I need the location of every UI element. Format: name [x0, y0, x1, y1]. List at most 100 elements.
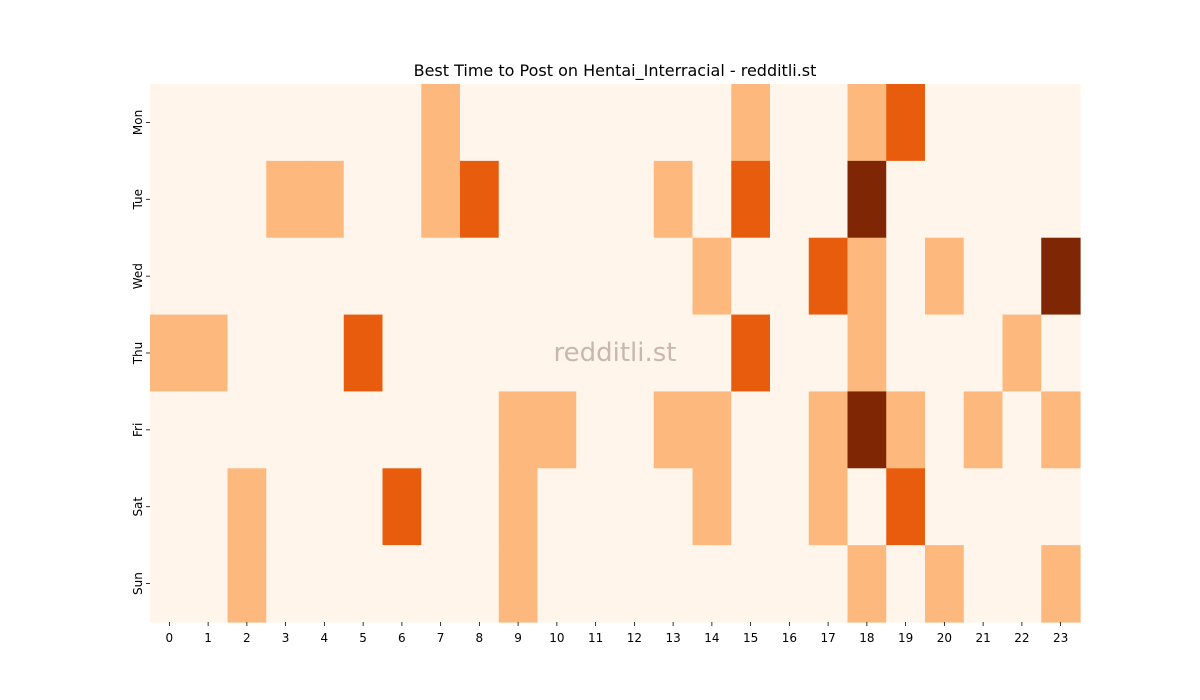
heatmap-cell-sat-15 — [731, 468, 771, 546]
heatmap-cell-wed-1 — [188, 237, 229, 316]
heatmap-cell-tue-21 — [963, 160, 1004, 239]
heatmap-cell-wed-13 — [653, 237, 694, 316]
x-axis: 0 1 2 3 4 5 6 7 8 9 10 11 12 13 14 15 16 17 18 19 20 21 22 23 — [166, 622, 1068, 645]
heatmap-cell-sat-6 — [382, 468, 422, 546]
x-tick-label: 12 — [627, 631, 642, 645]
y-tick-label: Sun — [131, 572, 145, 595]
heatmap-cell-sat-8 — [460, 468, 500, 546]
x-tick-label: 5 — [359, 631, 367, 645]
heatmap-cell-sat-22 — [1002, 468, 1042, 546]
heatmap-cell-tue-18 — [847, 160, 887, 239]
x-tick-label: 1 — [204, 631, 212, 645]
heatmap-cell-sat-10 — [537, 468, 577, 546]
heatmap-cell-fri-21 — [963, 391, 1004, 469]
x-tick-label: 19 — [898, 631, 913, 645]
x-tick-label: 16 — [782, 631, 797, 645]
heatmap-cell-tue-14 — [692, 160, 732, 239]
heatmap-cell-tue-5 — [343, 160, 384, 239]
heatmap-cell-thu-13 — [653, 314, 694, 393]
heatmap-cell-tue-11 — [576, 160, 616, 239]
x-tick-label: 8 — [476, 631, 484, 645]
heatmap-cell-mon-13 — [653, 84, 694, 162]
heatmap-cell-tue-20 — [925, 160, 965, 239]
heatmap-cell-tue-13 — [653, 160, 694, 239]
heatmap-cell-wed-22 — [1002, 237, 1042, 316]
heatmap-cell-fri-20 — [925, 391, 965, 469]
heatmap-cell-wed-17 — [808, 237, 849, 316]
heatmap-cell-fri-14 — [692, 391, 732, 469]
heatmap-cell-thu-4 — [305, 314, 345, 393]
heatmap-cell-wed-15 — [731, 237, 771, 316]
watermark: redditli.st — [554, 338, 677, 368]
x-tick-label: 14 — [704, 631, 719, 645]
heatmap-cell-sat-9 — [498, 468, 539, 546]
heatmap-cell-tue-0 — [150, 160, 190, 239]
heatmap-cell-thu-23 — [1041, 314, 1081, 393]
heatmap-cell-mon-17 — [808, 84, 849, 162]
heatmap-cell-mon-15 — [731, 84, 771, 162]
heatmap-cell-fri-6 — [382, 391, 422, 469]
heatmap-cell-thu-14 — [692, 314, 732, 393]
heatmap-cell-sat-23 — [1041, 468, 1081, 546]
heatmap-cell-thu-10 — [537, 314, 577, 393]
heatmap-cell-sun-17 — [808, 545, 849, 623]
heatmap-cell-fri-3 — [266, 391, 306, 469]
heatmap-cell-sun-13 — [653, 545, 694, 623]
heatmap-cell-wed-6 — [382, 237, 422, 316]
x-tick-label: 4 — [321, 631, 329, 645]
heatmap-cell-wed-21 — [963, 237, 1004, 316]
x-tick-label: 17 — [820, 631, 835, 645]
y-tick-label: Thu — [131, 342, 145, 366]
heatmap-cell-wed-2 — [227, 237, 267, 316]
x-tick-label: 13 — [665, 631, 680, 645]
heatmap-cell-mon-23 — [1041, 84, 1081, 162]
heatmap-cell-fri-19 — [886, 391, 926, 469]
heatmap-cell-thu-7 — [421, 314, 461, 393]
heatmap-cell-tue-12 — [615, 160, 655, 239]
heatmap-cell-sun-15 — [731, 545, 771, 623]
heatmap-cell-wed-4 — [305, 237, 345, 316]
heatmap-cell-sat-1 — [188, 468, 229, 546]
heatmap-cell-wed-12 — [615, 237, 655, 316]
x-tick-label: 20 — [937, 631, 952, 645]
heatmap-cell-mon-18 — [847, 84, 887, 162]
x-tick-label: 9 — [514, 631, 522, 645]
x-tick-label: 10 — [549, 631, 564, 645]
heatmap-cell-sat-13 — [653, 468, 694, 546]
heatmap-cell-thu-21 — [963, 314, 1004, 393]
heatmap-cell-thu-6 — [382, 314, 422, 393]
heatmap-cell-tue-7 — [421, 160, 461, 239]
heatmap-cell-sat-21 — [963, 468, 1004, 546]
y-tick-label: Sat — [131, 497, 145, 517]
heatmap-cell-wed-8 — [460, 237, 500, 316]
heatmap-cell-tue-1 — [188, 160, 229, 239]
heatmap-cell-sun-1 — [188, 545, 229, 623]
heatmap-cell-wed-14 — [692, 237, 732, 316]
heatmap-cell-mon-9 — [498, 84, 539, 162]
heatmap-cell-thu-11 — [576, 314, 616, 393]
heatmap-cell-sun-7 — [421, 545, 461, 623]
heatmap-cell-thu-17 — [808, 314, 849, 393]
heatmap-cell-fri-0 — [150, 391, 190, 469]
heatmap-cell-wed-9 — [498, 237, 539, 316]
heatmap-cell-mon-19 — [886, 84, 926, 162]
heatmap-cell-wed-19 — [886, 237, 926, 316]
heatmap-cell-sun-14 — [692, 545, 732, 623]
heatmap-cell-thu-1 — [188, 314, 229, 393]
heatmap-cell-sat-12 — [615, 468, 655, 546]
heatmap-cell-sun-11 — [576, 545, 616, 623]
heatmap-cell-tue-4 — [305, 160, 345, 239]
heatmap-cell-sat-16 — [770, 468, 810, 546]
heatmap-cell-mon-6 — [382, 84, 422, 162]
x-tick-label: 2 — [243, 631, 251, 645]
heatmap-cell-sun-21 — [963, 545, 1004, 623]
heatmap-cell-sat-2 — [227, 468, 267, 546]
x-tick-label: 11 — [588, 631, 603, 645]
heatmap-cell-tue-23 — [1041, 160, 1081, 239]
heatmap-cell-thu-2 — [227, 314, 267, 393]
x-tick-label: 0 — [166, 631, 174, 645]
heatmap-cell-fri-4 — [305, 391, 345, 469]
heatmap-cell-tue-16 — [770, 160, 810, 239]
heatmap-cell-fri-10 — [537, 391, 577, 469]
